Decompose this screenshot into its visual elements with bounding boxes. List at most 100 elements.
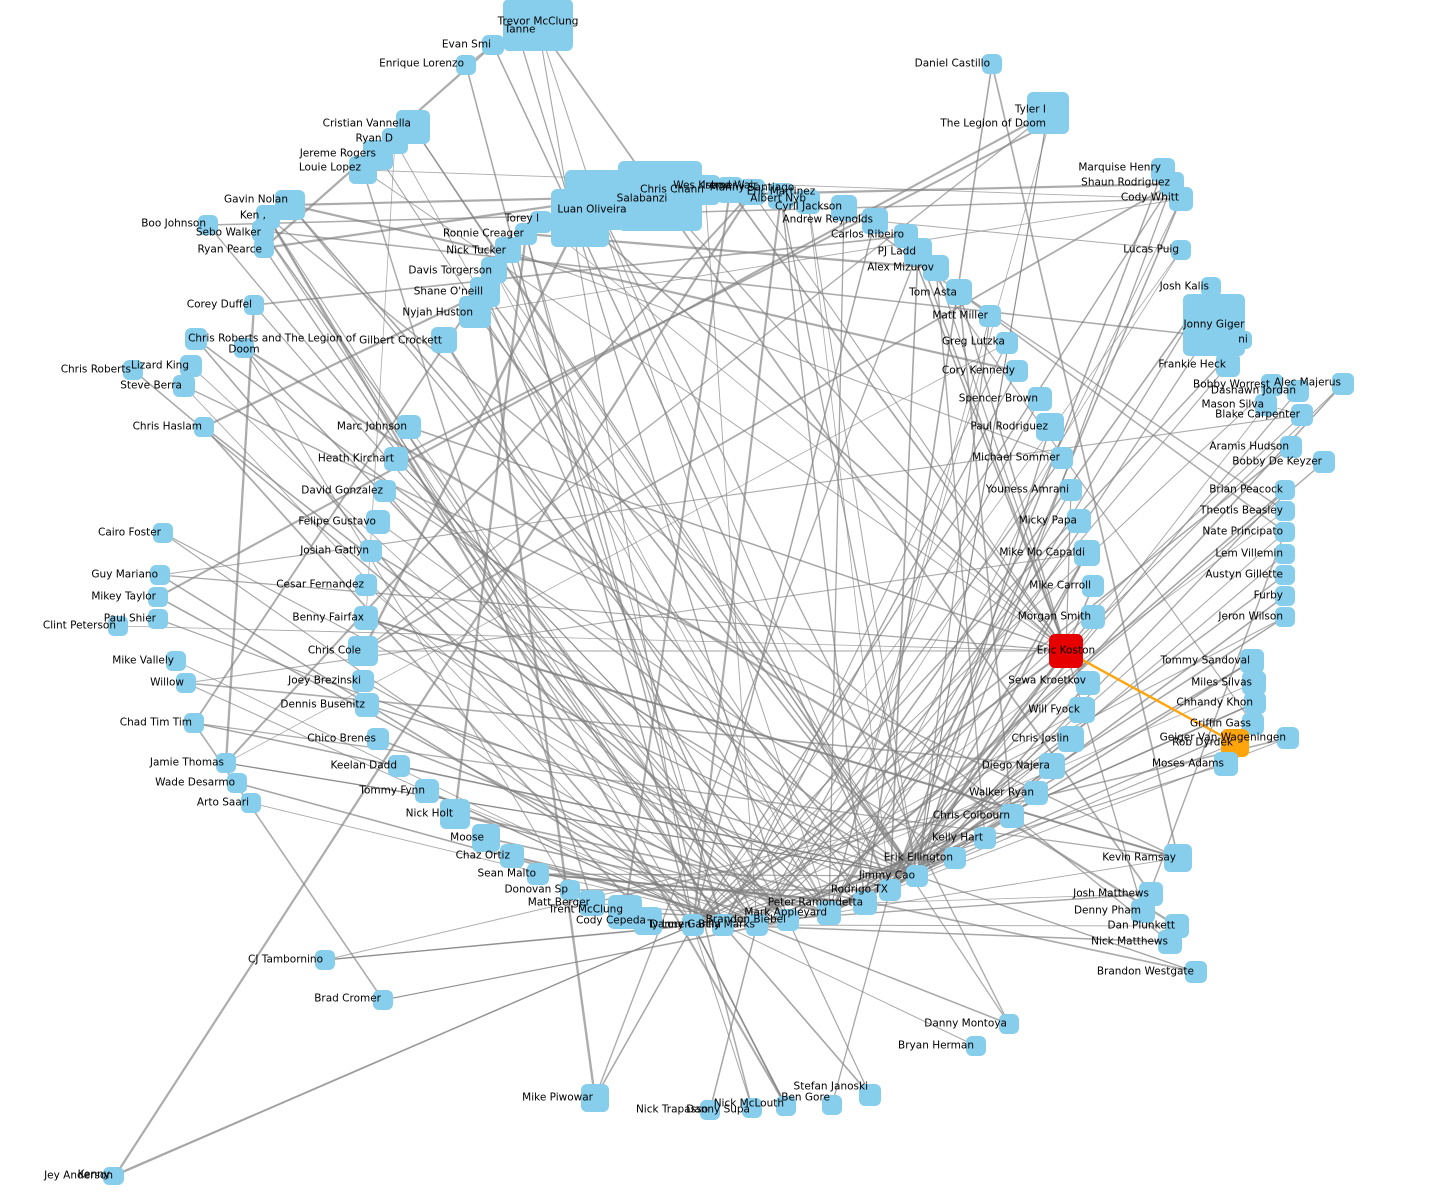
graph-node[interactable] [1028,387,1052,411]
graph-node[interactable] [1076,671,1100,695]
graph-node[interactable] [173,375,195,397]
graph-node[interactable] [241,793,261,813]
graph-node[interactable] [944,847,966,869]
graph-node[interactable] [717,177,743,203]
graph-node[interactable] [509,29,531,51]
graph-node[interactable] [415,779,439,803]
graph-node[interactable] [1261,374,1283,396]
graph-node[interactable] [472,824,500,852]
graph-node[interactable] [1069,697,1095,723]
graph-node[interactable] [1067,509,1091,533]
graph-node[interactable] [712,914,734,936]
graph-node[interactable] [822,1095,842,1115]
graph-node[interactable] [796,190,820,214]
graph-node[interactable] [1255,394,1277,416]
graph-node[interactable] [690,175,720,205]
graph-node[interactable] [315,950,335,970]
graph-node[interactable] [1171,240,1191,260]
graph-node[interactable] [1242,713,1264,735]
graph-node[interactable] [360,540,382,562]
graph-node[interactable] [1000,804,1024,828]
graph-node[interactable] [194,417,214,437]
graph-node[interactable] [862,208,888,234]
graph-node[interactable] [180,355,202,377]
graph-node[interactable] [579,890,605,916]
graph-node[interactable] [148,609,168,629]
graph-node[interactable] [1332,373,1354,395]
graph-node[interactable] [254,238,274,258]
graph-node[interactable] [979,305,1001,327]
graph-node[interactable] [974,827,996,849]
graph-node[interactable] [397,415,421,439]
graph-node[interactable] [700,1100,720,1120]
graph-node[interactable] [234,338,254,358]
graph-node[interactable] [367,728,389,750]
graph-node[interactable] [1240,649,1264,673]
graph-node[interactable] [1275,501,1295,521]
graph-node[interactable] [515,223,537,245]
graph-node[interactable] [1313,451,1335,473]
graph-node[interactable] [1275,565,1295,585]
graph-node[interactable] [354,606,378,630]
graph-node[interactable] [456,55,476,75]
graph-node[interactable] [216,753,236,773]
graph-node[interactable] [185,328,207,350]
graph-node[interactable] [1234,331,1252,349]
graph-node[interactable] [682,914,704,936]
graph-node[interactable] [374,480,396,502]
graph-node[interactable] [776,1096,796,1116]
graph-node[interactable] [817,901,841,925]
graph-node[interactable] [227,773,247,793]
graph-node[interactable] [355,574,377,596]
graph-node[interactable] [459,296,491,328]
graph-node[interactable] [1275,480,1295,500]
graph-node[interactable] [1275,607,1295,627]
graph-node[interactable] [366,510,390,534]
graph-node[interactable] [739,179,765,205]
graph-node[interactable] [1039,753,1065,779]
graph-node[interactable] [1081,605,1105,629]
graph-node[interactable] [1287,380,1309,402]
graph-node[interactable] [198,215,218,235]
graph-node[interactable] [551,189,609,247]
graph-node[interactable] [1006,360,1028,382]
graph-node[interactable] [500,844,524,868]
graph-node[interactable] [384,447,408,471]
graph-node[interactable] [1169,187,1193,211]
graph-node[interactable] [244,295,264,315]
graph-node[interactable] [355,693,379,717]
graph-node[interactable] [252,220,274,242]
graph-node[interactable] [742,1098,762,1118]
graph-node[interactable] [982,54,1002,74]
graph-node[interactable] [431,327,457,353]
graph-node[interactable] [1214,752,1238,776]
graph-node[interactable] [581,1084,609,1112]
graph-node[interactable] [1164,844,1192,872]
graph-node[interactable] [1051,447,1073,469]
graph-node[interactable] [777,909,799,931]
graph-node[interactable] [1201,277,1221,297]
graph-node[interactable] [166,651,186,671]
graph-node[interactable] [1275,544,1295,564]
graph-node[interactable] [634,907,662,935]
graph-node[interactable] [527,863,549,885]
graph-node[interactable] [831,195,857,221]
graph-node[interactable] [184,713,204,733]
graph-node[interactable] [1275,586,1295,606]
graph-node[interactable] [966,1036,986,1056]
graph-node[interactable] [176,673,196,693]
graph-node[interactable] [859,1084,881,1106]
graph-node[interactable] [879,879,901,901]
graph-node[interactable] [1058,726,1084,752]
graph-node[interactable] [373,990,393,1010]
graph-node[interactable] [1049,634,1083,668]
graph-node[interactable] [1074,540,1100,566]
graph-node[interactable] [1242,671,1266,695]
graph-node[interactable] [349,156,377,184]
graph-node[interactable] [482,35,504,55]
graph-node[interactable] [1291,404,1313,426]
graph-node[interactable] [1082,575,1104,597]
graph-node[interactable] [440,799,470,829]
graph-node[interactable] [1024,781,1048,805]
graph-node[interactable] [153,523,173,543]
